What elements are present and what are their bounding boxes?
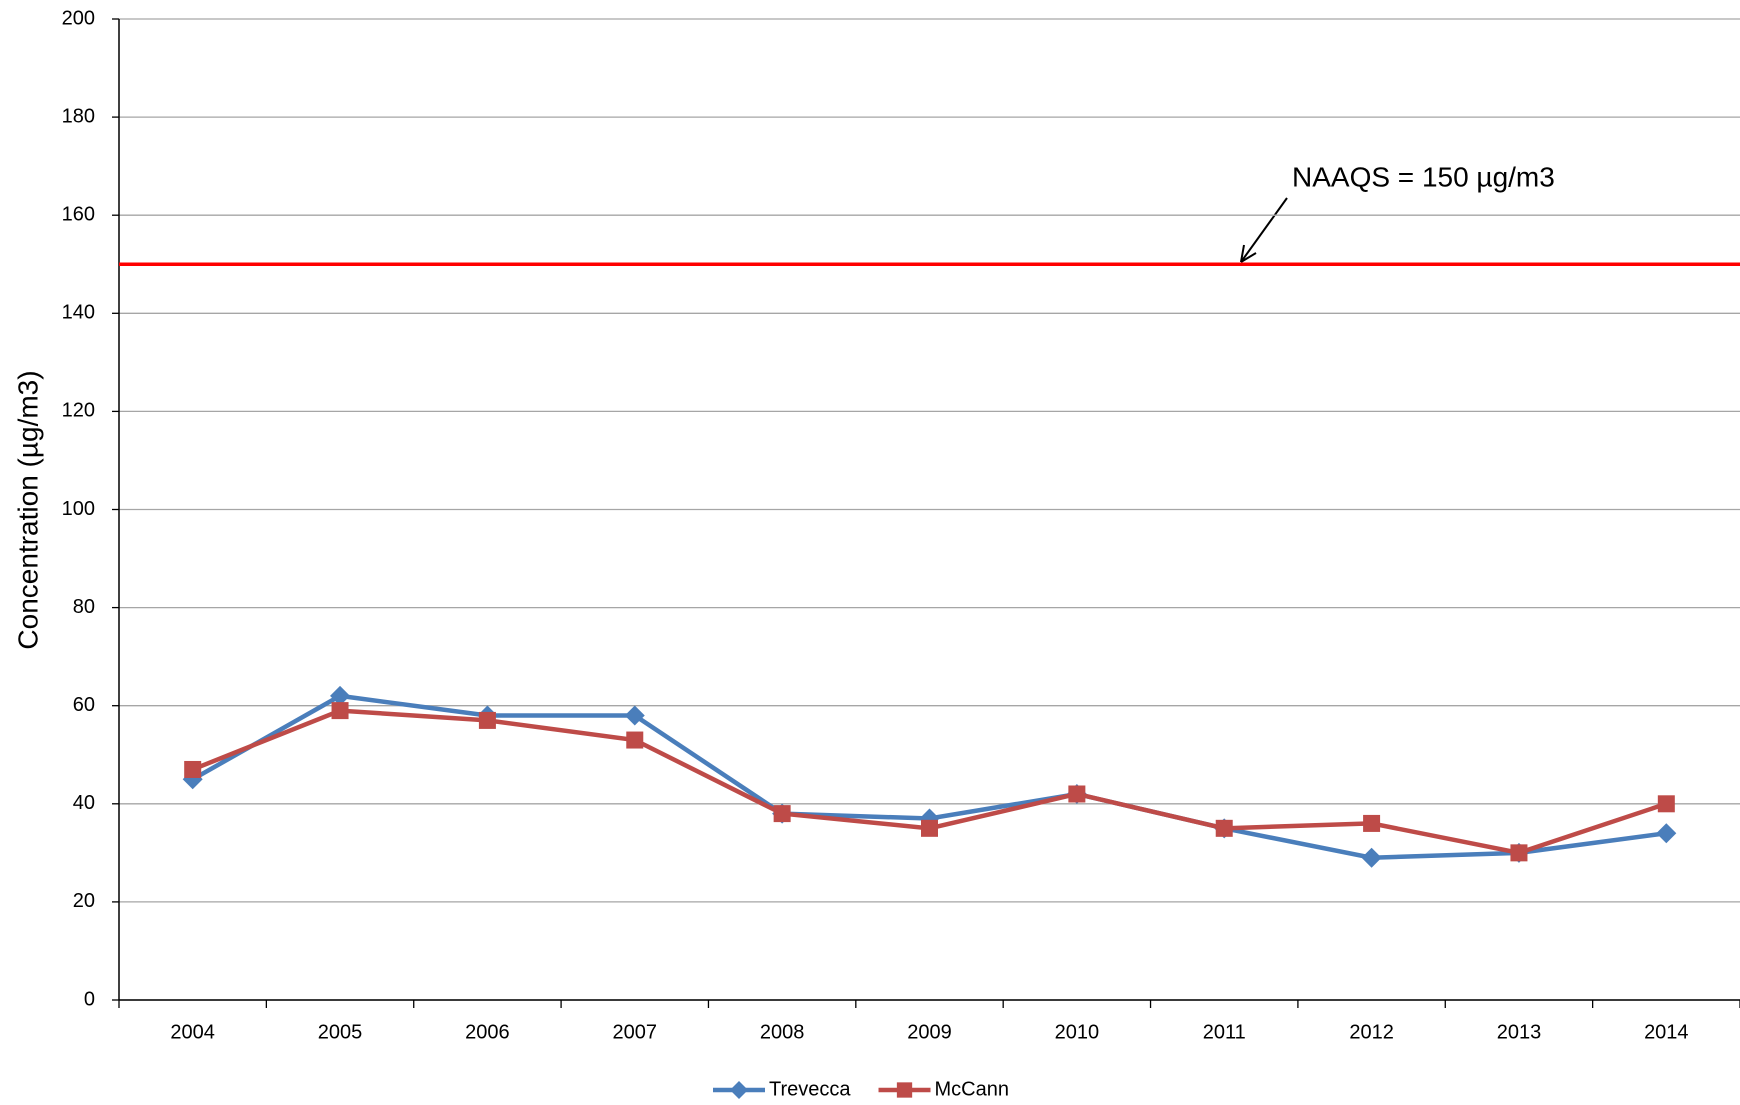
legend-marker <box>896 1082 913 1098</box>
data-point <box>773 805 791 823</box>
legend-label: Trevecca <box>769 1078 851 1100</box>
data-point <box>331 702 349 720</box>
y-tick-label: 180 <box>62 105 95 127</box>
data-point <box>1363 814 1381 832</box>
arrow-head <box>1240 244 1257 263</box>
data-point <box>1656 823 1677 844</box>
plot: 0 20 40 60 80 100 120 140 160 180 200 2004 2005 2006 2… <box>62 7 1740 1100</box>
x-tick-label: 2011 <box>1203 1021 1246 1043</box>
x-tick-label: 2004 <box>170 1021 215 1043</box>
data-point <box>626 731 644 749</box>
x-tick-label: 2013 <box>1497 1021 1542 1043</box>
data-point <box>1510 844 1528 862</box>
data-point <box>624 705 645 726</box>
legend-marker <box>730 1081 748 1099</box>
x-tick-label: 2010 <box>1055 1021 1100 1043</box>
data-point <box>184 760 202 778</box>
y-tick-label: 60 <box>73 694 95 716</box>
legend-label: McCann <box>935 1078 1009 1100</box>
y-tick-label: 80 <box>73 596 95 618</box>
annotation: NAAQS = 150 µg/m3 <box>1292 161 1555 192</box>
data-point <box>478 711 496 729</box>
data-point <box>1068 785 1086 803</box>
x-tick-label: 2014 <box>1644 1021 1689 1043</box>
y-tick-label: 40 <box>73 792 95 814</box>
y-tick-label: 20 <box>73 890 95 912</box>
data-point <box>921 819 938 837</box>
x-tick-label: 2012 <box>1349 1021 1394 1043</box>
y-tick-label: 120 <box>62 400 95 422</box>
data-point <box>1361 847 1382 868</box>
y-tick-label: 0 <box>84 988 95 1010</box>
y-tick-label: 100 <box>62 498 95 520</box>
data-point <box>1657 795 1675 813</box>
y-tick-label: 200 <box>62 7 95 29</box>
data-point <box>330 685 351 706</box>
annotation-arrow <box>1240 197 1288 263</box>
y-tick-label: 160 <box>62 203 95 225</box>
x-tick-label: 2007 <box>613 1021 658 1043</box>
x-tick-label: 2009 <box>907 1021 952 1043</box>
data-point <box>1215 819 1233 837</box>
x-tick-label: 2005 <box>318 1021 363 1043</box>
y-tick-label: 140 <box>62 302 95 324</box>
x-tick-label: 2006 <box>465 1021 510 1043</box>
x-tick-label: 2008 <box>760 1021 805 1043</box>
y-axis-label: Concentration (µg/m3) <box>12 370 43 649</box>
